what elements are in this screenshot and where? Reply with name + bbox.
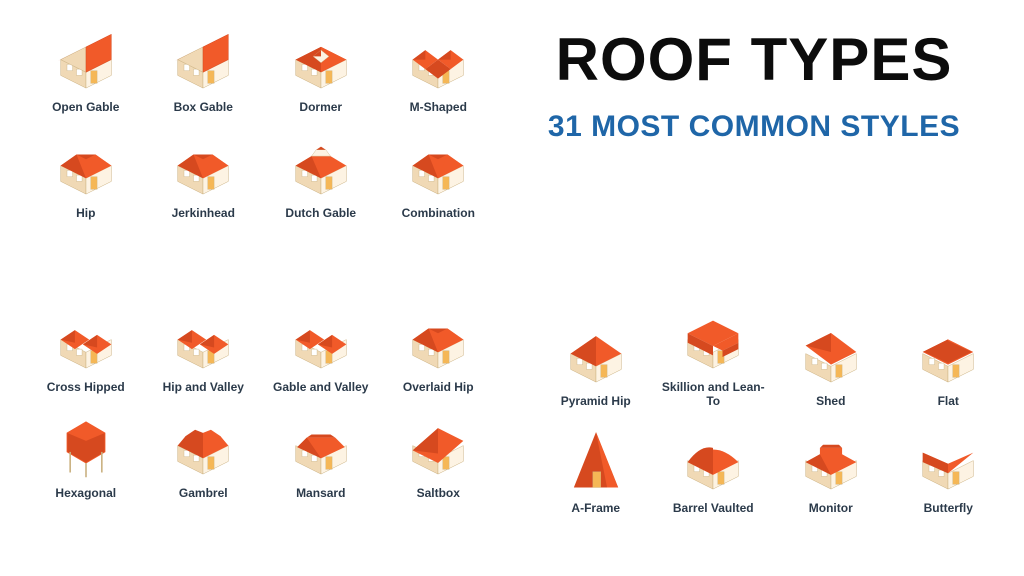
house-icon bbox=[669, 421, 757, 497]
roof-label: Overlaid Hip bbox=[403, 380, 474, 394]
sub-title: 31 MOST COMMON STYLES bbox=[534, 108, 974, 146]
roof-label: Combination bbox=[402, 206, 475, 220]
roof-label: Butterfly bbox=[924, 501, 973, 515]
roof-cell: Barrel Vaulted bbox=[660, 421, 768, 515]
roof-cell: Open Gable bbox=[32, 20, 140, 114]
house-icon bbox=[42, 20, 130, 96]
house-icon bbox=[159, 126, 247, 202]
house-icon bbox=[394, 406, 482, 482]
roof-label: A-Frame bbox=[571, 501, 620, 515]
roof-grid-top-left: Open Gable Box Gable Dormer bbox=[32, 20, 492, 221]
roof-cell: Jerkinhead bbox=[150, 126, 258, 220]
house-icon bbox=[669, 300, 757, 376]
roof-label: M-Shaped bbox=[410, 100, 467, 114]
roof-cell: Combination bbox=[385, 126, 493, 220]
roof-label: Shed bbox=[816, 394, 845, 408]
roof-label: Hexagonal bbox=[55, 486, 116, 500]
house-icon bbox=[787, 314, 875, 390]
roof-label: Hip and Valley bbox=[163, 380, 244, 394]
house-icon bbox=[787, 421, 875, 497]
house-icon bbox=[42, 300, 130, 376]
roof-cell: Mansard bbox=[267, 406, 375, 500]
house-icon bbox=[277, 406, 365, 482]
roof-label: Saltbox bbox=[417, 486, 460, 500]
roof-label: Gambrel bbox=[179, 486, 228, 500]
house-icon bbox=[394, 300, 482, 376]
house-icon bbox=[42, 126, 130, 202]
roof-label: Pyramid Hip bbox=[561, 394, 631, 408]
roof-cell: Overlaid Hip bbox=[385, 300, 493, 394]
roof-cell: Flat bbox=[895, 300, 1003, 409]
roof-cell: Gable and Valley bbox=[267, 300, 375, 394]
roof-cell: A-Frame bbox=[542, 421, 650, 515]
roof-label: Dutch Gable bbox=[285, 206, 356, 220]
title-block: ROOF TYPES 31 MOST COMMON STYLES bbox=[534, 30, 974, 146]
roof-cell: Pyramid Hip bbox=[542, 300, 650, 409]
roof-grid-bottom-right: Pyramid Hip Skillion and Lean-To Shed bbox=[542, 300, 1002, 515]
roof-cell: Hip bbox=[32, 126, 140, 220]
house-icon bbox=[277, 20, 365, 96]
house-icon bbox=[394, 126, 482, 202]
roof-cell: Box Gable bbox=[150, 20, 258, 114]
roof-grid-bottom-left: Cross Hipped Hip and Valley Gable and Va… bbox=[32, 300, 492, 501]
roof-label: Box Gable bbox=[174, 100, 233, 114]
roof-cell: Dormer bbox=[267, 20, 375, 114]
roof-cell: Dutch Gable bbox=[267, 126, 375, 220]
house-icon bbox=[159, 20, 247, 96]
roof-label: Dormer bbox=[299, 100, 342, 114]
roof-cell: Shed bbox=[777, 300, 885, 409]
roof-cell: Skillion and Lean-To bbox=[660, 300, 768, 409]
roof-label: Jerkinhead bbox=[172, 206, 235, 220]
house-icon bbox=[904, 421, 992, 497]
roof-cell: Hip and Valley bbox=[150, 300, 258, 394]
roof-cell: Butterfly bbox=[895, 421, 1003, 515]
house-icon bbox=[159, 406, 247, 482]
house-icon bbox=[552, 421, 640, 497]
house-icon bbox=[904, 314, 992, 390]
roof-label: Hip bbox=[76, 206, 95, 220]
roof-cell: Monitor bbox=[777, 421, 885, 515]
house-icon bbox=[42, 406, 130, 482]
roof-label: Open Gable bbox=[52, 100, 119, 114]
roof-cell: M-Shaped bbox=[385, 20, 493, 114]
house-icon bbox=[394, 20, 482, 96]
main-title: ROOF TYPES bbox=[534, 30, 974, 90]
roof-cell: Cross Hipped bbox=[32, 300, 140, 394]
roof-label: Skillion and Lean-To bbox=[660, 380, 768, 409]
house-icon bbox=[277, 300, 365, 376]
roof-cell: Gambrel bbox=[150, 406, 258, 500]
house-icon bbox=[552, 314, 640, 390]
house-icon bbox=[277, 126, 365, 202]
roof-cell: Hexagonal bbox=[32, 406, 140, 500]
roof-label: Barrel Vaulted bbox=[673, 501, 754, 515]
house-icon bbox=[159, 300, 247, 376]
roof-label: Cross Hipped bbox=[47, 380, 125, 394]
roof-label: Monitor bbox=[809, 501, 853, 515]
roof-label: Mansard bbox=[296, 486, 345, 500]
roof-label: Flat bbox=[938, 394, 959, 408]
roof-label: Gable and Valley bbox=[273, 380, 368, 394]
roof-cell: Saltbox bbox=[385, 406, 493, 500]
